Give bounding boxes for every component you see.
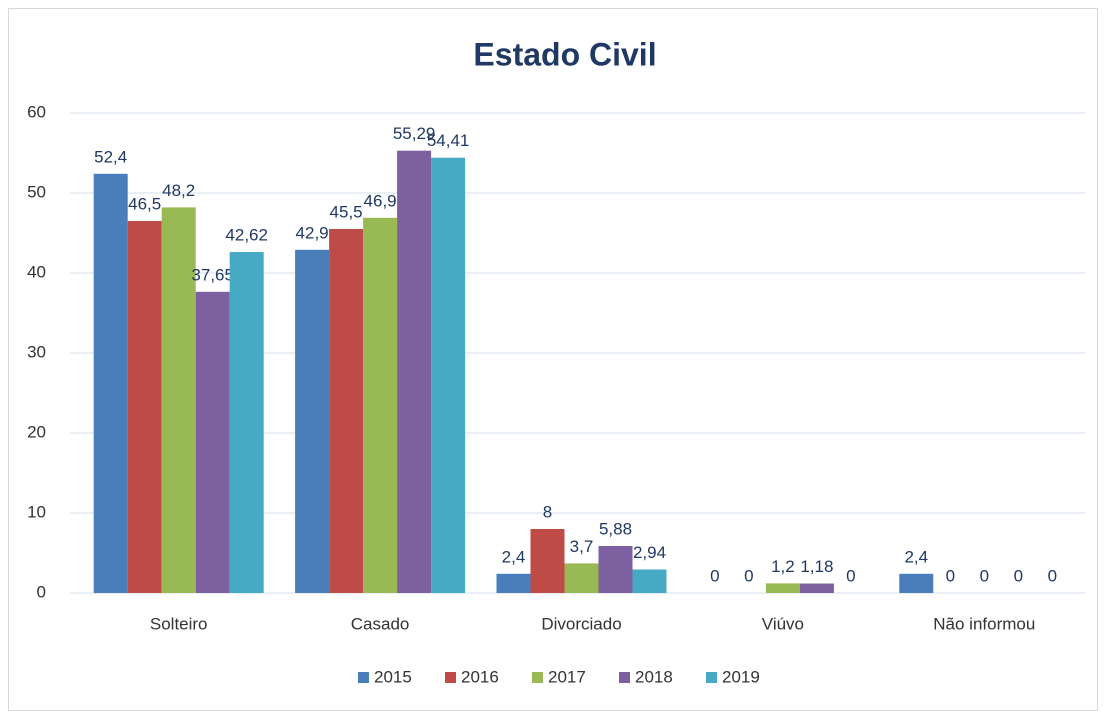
value-label: 3,7 <box>570 537 594 556</box>
bar <box>632 569 667 593</box>
value-label: 45,5 <box>330 202 363 221</box>
value-label: 5,88 <box>599 519 632 538</box>
value-label: 46,5 <box>128 194 161 213</box>
x-tick-label: Solteiro <box>150 614 208 633</box>
x-tick-label: Não informou <box>933 614 1035 633</box>
legend-label: 2015 <box>374 667 412 686</box>
bar <box>363 217 398 594</box>
y-tick-label: 60 <box>27 102 46 121</box>
y-tick-label: 10 <box>27 502 46 521</box>
x-tick-label: Viúvo <box>762 614 804 633</box>
value-label: 2,4 <box>502 547 526 566</box>
value-label: 0 <box>1014 566 1023 585</box>
value-label: 0 <box>946 566 955 585</box>
value-label: 1,2 <box>771 557 795 576</box>
value-label: 8 <box>543 502 552 521</box>
bar <box>899 573 934 593</box>
bar <box>127 221 162 593</box>
x-tick-label: Casado <box>351 614 410 633</box>
bar <box>295 249 330 594</box>
value-label: 54,41 <box>427 131 470 150</box>
bar <box>195 291 230 593</box>
bar <box>765 583 800 593</box>
legend-label: 2018 <box>635 667 673 686</box>
value-label: 0 <box>846 566 855 585</box>
legend-label: 2016 <box>461 667 499 686</box>
x-tick-label: Divorciado <box>541 614 621 633</box>
y-tick-label: 50 <box>27 182 46 201</box>
bar <box>564 563 599 593</box>
value-label: 37,65 <box>191 265 234 284</box>
value-label: 52,4 <box>94 147 127 166</box>
bar <box>530 529 565 593</box>
value-label: 2,4 <box>904 547 928 566</box>
value-label: 48,2 <box>162 181 195 200</box>
y-tick-label: 30 <box>27 342 46 361</box>
value-label: 42,9 <box>296 223 329 242</box>
value-label: 42,62 <box>225 226 268 245</box>
legend-swatch <box>445 672 456 683</box>
value-label: 55,29 <box>393 124 436 143</box>
legend-label: 2017 <box>548 667 586 686</box>
bar <box>397 150 432 593</box>
value-label: 0 <box>744 566 753 585</box>
bar <box>329 229 364 593</box>
bar <box>161 207 196 593</box>
legend-swatch <box>532 672 543 683</box>
value-label: 0 <box>980 566 989 585</box>
value-label: 0 <box>710 566 719 585</box>
bar <box>93 173 128 594</box>
bar <box>229 252 264 594</box>
bar <box>799 583 834 593</box>
value-label: 46,9 <box>364 191 397 210</box>
bar <box>598 545 633 593</box>
legend-swatch <box>706 672 717 683</box>
legend-swatch <box>358 672 369 683</box>
legend-swatch <box>619 672 630 683</box>
y-tick-label: 0 <box>37 582 46 601</box>
value-label: 2,94 <box>633 543 666 562</box>
y-tick-label: 40 <box>27 262 46 281</box>
y-tick-label: 20 <box>27 422 46 441</box>
bar <box>431 157 466 593</box>
bar <box>496 573 531 593</box>
value-label: 0 <box>1048 566 1057 585</box>
value-label: 1,18 <box>800 557 833 576</box>
legend-label: 2019 <box>722 667 760 686</box>
chart-title: Estado Civil <box>473 36 656 72</box>
